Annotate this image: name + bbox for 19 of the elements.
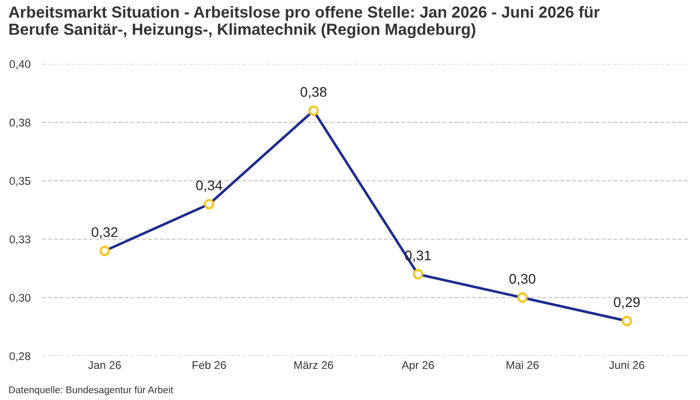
x-tick-label: Mai 26 xyxy=(506,360,539,370)
y-tick-label: 0,40 xyxy=(10,60,30,70)
text: Datenquelle: Bundesagentur für Arbeit xyxy=(9,386,174,396)
y-tick-label: 0,35 xyxy=(10,177,30,186)
data-label: 0,32 xyxy=(92,227,118,239)
data-label: 0,30 xyxy=(509,274,536,286)
x-tick-label: März 26 xyxy=(294,361,334,370)
y-tick-label: 0,30 xyxy=(10,294,30,304)
y-tick-label: 0,38 xyxy=(10,118,30,128)
y-tick-label: 0,28 xyxy=(10,352,30,362)
x-tick-label: Apr 26 xyxy=(402,361,434,372)
data-label: 0,34 xyxy=(196,180,222,192)
chart-title: Arbeitsmarkt Situation - Arbeitslose pro offene Stelle: Jan 2026 - Juni 2026 für Berufe Sanitär-, Heizungs-, Klimatechnik (Region Magdeburg) xyxy=(8,6,600,38)
data-label: 0,29 xyxy=(614,297,640,309)
x-tick-label: Feb 26 xyxy=(192,360,226,370)
x-tick-label: Juni 26 xyxy=(609,360,644,370)
data-label: 0,38 xyxy=(300,87,326,99)
x-tick-label: Jan 26 xyxy=(88,361,121,370)
y-tick-label: 0,33 xyxy=(10,235,30,245)
